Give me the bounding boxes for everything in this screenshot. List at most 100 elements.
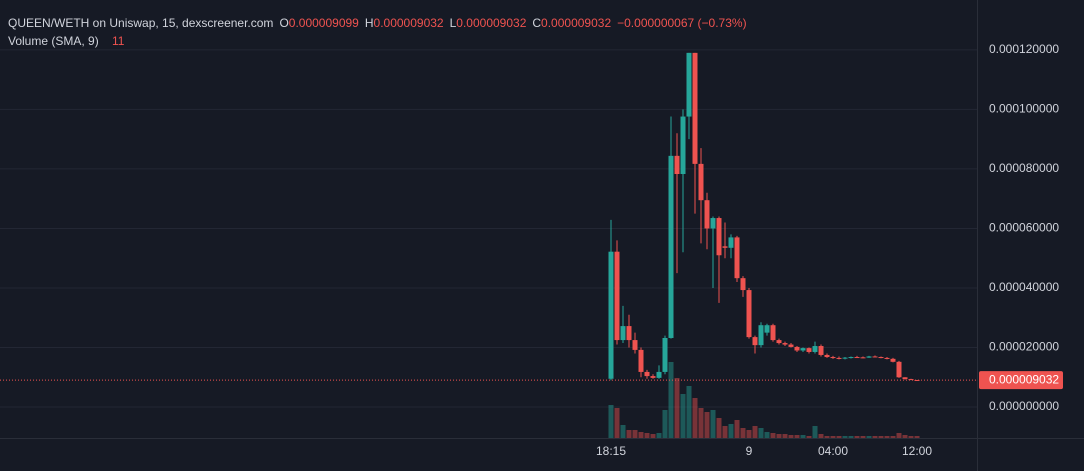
candle-body: [668, 155, 674, 338]
candle-body: [614, 251, 620, 341]
candle-body: [902, 377, 908, 380]
candle-body: [674, 155, 680, 174]
x-tick-label: 12:00: [902, 444, 932, 458]
volume-bar: [830, 436, 836, 438]
legend-value: 0.000009099: [289, 16, 359, 30]
volume-bar: [674, 378, 680, 438]
volume-bar: [710, 410, 716, 438]
candle-body: [620, 326, 626, 341]
volume-bar: [896, 433, 902, 438]
volume-bar: [728, 424, 734, 438]
candle-body: [746, 290, 752, 338]
volume-bar: [890, 436, 896, 438]
candle-body: [866, 356, 872, 358]
volume-bar: [734, 420, 740, 438]
volume-bar: [620, 425, 626, 438]
volume-bar: [824, 436, 830, 438]
volume-bar: [770, 433, 776, 438]
x-tick-label: 04:00: [818, 444, 848, 458]
legend-key: L: [450, 16, 457, 30]
volume-bar: [698, 408, 704, 438]
legend-value: 0.000009032: [541, 16, 611, 30]
volume-bar: [686, 386, 692, 438]
volume-bar: [644, 433, 650, 438]
volume-bar: [812, 426, 818, 438]
candle-body: [818, 346, 824, 355]
candle-body: [908, 379, 914, 381]
volume-bar: [836, 436, 842, 438]
last-price-label: 0.000009032: [989, 372, 1059, 386]
volume-bar: [680, 394, 686, 438]
y-tick-label: 0.000060000: [989, 221, 1059, 235]
y-tick-label: 0.000100000: [989, 102, 1059, 116]
candle-body: [842, 357, 848, 359]
volume-bar: [860, 436, 866, 438]
legend-value: 0.000009032: [456, 16, 526, 30]
candle-body: [662, 337, 668, 372]
grid: [0, 49, 977, 408]
candle-body: [644, 371, 650, 377]
volume-bar: [764, 432, 770, 438]
volume-bar: [704, 412, 710, 438]
legend-key: H: [365, 16, 374, 30]
y-tick-label: 0.000120000: [989, 42, 1059, 56]
volume-bar: [626, 430, 632, 438]
y-tick-label: 0.000020000: [989, 340, 1059, 354]
candle-body: [854, 357, 860, 359]
volume-bar: [800, 435, 806, 438]
candle-body: [776, 340, 782, 344]
x-tick-label: 9: [746, 444, 753, 458]
y-tick-label: 0.000040000: [989, 280, 1059, 294]
candle-body: [710, 218, 716, 229]
candle-body: [878, 357, 884, 359]
volume-bar: [872, 436, 878, 438]
candle-body: [758, 325, 764, 346]
candle-body: [626, 326, 632, 341]
legend-value: 0.000009032: [374, 16, 444, 30]
candle-body: [728, 237, 734, 248]
y-tick-label: 0.000080000: [989, 161, 1059, 175]
volume-bar: [668, 362, 674, 438]
candle-body: [860, 357, 866, 359]
candle-body: [836, 357, 842, 359]
chart-title: QUEEN/WETH on Uniswap, 15, dexscreener.c…: [8, 16, 273, 30]
legend-key: O: [279, 16, 288, 30]
volume-bar: [608, 405, 614, 438]
candle-body: [722, 246, 728, 248]
candle-body: [764, 325, 770, 333]
candle-body: [914, 379, 920, 381]
candle-body: [782, 343, 788, 345]
candle-body: [692, 52, 698, 164]
candle-body: [770, 325, 776, 341]
volume-bar: [740, 428, 746, 438]
candle-body: [812, 346, 818, 352]
volume-bar: [788, 435, 794, 438]
volume-bar: [914, 436, 920, 438]
candle-body: [638, 349, 644, 372]
candle-body: [650, 376, 656, 378]
volume-bar: [662, 410, 668, 438]
legend-change: −0.000000067 (−0.73%): [617, 16, 746, 30]
volume-bar: [722, 426, 728, 438]
volume-bar: [638, 432, 644, 438]
candle-body: [884, 357, 890, 359]
volume-bar: [776, 434, 782, 438]
volume-bar: [614, 408, 620, 438]
candle-body: [830, 357, 836, 359]
volume-bar: [746, 430, 752, 438]
volume-bar: [878, 436, 884, 438]
candle-body: [824, 354, 830, 358]
candle-body: [752, 337, 758, 346]
volume-bar: [884, 436, 890, 438]
candle-body: [716, 218, 722, 256]
volume-bar: [794, 435, 800, 438]
candle-body: [740, 278, 746, 291]
candle-body: [806, 348, 812, 352]
last-price-badge: [979, 371, 1063, 390]
candle-body: [656, 371, 662, 378]
marks: [0, 52, 977, 438]
candle-body: [686, 52, 692, 117]
volume-bar: [908, 436, 914, 438]
